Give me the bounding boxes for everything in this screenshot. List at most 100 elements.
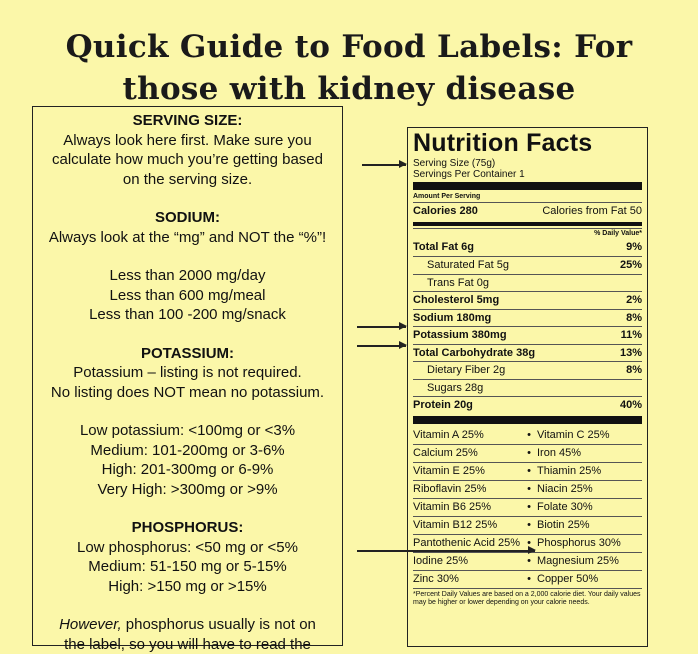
vitamin-left: Zinc 30% <box>413 573 521 585</box>
nutrient-row: Protein 20g 40% <box>413 396 642 414</box>
nutrient-value: 25% <box>620 259 642 271</box>
phosphorus-heading: PHOSPHORUS: <box>33 518 342 538</box>
phosphorus-note-italic: However, <box>59 616 122 633</box>
amount-per-serving: Amount Per Serving <box>413 192 642 202</box>
bullet-icon: • <box>521 501 537 513</box>
vitamin-row: Iodine 25%•Magnesium 25% <box>413 552 642 570</box>
daily-value-header: % Daily Value* <box>413 228 642 239</box>
nutrient-label: Sodium 180mg <box>413 312 491 324</box>
potassium-heading: POTASSIUM: <box>33 344 342 364</box>
title-line-2: those with kidney disease <box>0 68 698 110</box>
divider-medium <box>413 222 642 226</box>
serving-text: calculate how much you’re getting based <box>33 150 342 170</box>
vitamin-row: Vitamin E 25%•Thiamin 25% <box>413 462 642 480</box>
nutrient-row: Total Carbohydrate 38g 13% <box>413 344 642 362</box>
bullet-icon: • <box>521 429 537 441</box>
calories: Calories 280 <box>413 205 478 217</box>
nutrient-label: Total Fat 6g <box>413 241 474 253</box>
nutrient-row: Sugars 28g <box>413 379 642 397</box>
vitamin-right: Thiamin 25% <box>537 465 642 477</box>
nutrient-label: Protein 20g <box>413 399 473 411</box>
vitamin-right: Iron 45% <box>537 447 642 459</box>
sodium-heading: SODIUM: <box>33 208 342 228</box>
vitamin-left: Vitamin B6 25% <box>413 501 521 513</box>
vitamin-right: Folate 30% <box>537 501 642 513</box>
phosphorus-level: Low phosphorus: <50 mg or <5% <box>33 538 342 558</box>
vitamin-row: Vitamin A 25%•Vitamin C 25% <box>413 426 642 444</box>
nutrient-row: Saturated Fat 5g 25% <box>413 256 642 274</box>
footnote: *Percent Daily Values are based on a 2,0… <box>413 588 642 607</box>
vitamin-row: Zinc 30%•Copper 50% <box>413 570 642 588</box>
bullet-icon: • <box>521 465 537 477</box>
nutrient-label: Dietary Fiber 2g <box>427 364 505 376</box>
calories-from-fat: Calories from Fat 50 <box>542 205 642 217</box>
potassium-level: High: 201-300mg or 6-9% <box>33 460 342 480</box>
phosphorus-note-line2: the label, so you will have to read the <box>33 635 342 654</box>
nutrient-row: Potassium 380mg 11% <box>413 326 642 344</box>
nutrient-label: Saturated Fat 5g <box>427 259 509 271</box>
vitamin-left: Vitamin E 25% <box>413 465 521 477</box>
nutrient-value: 13% <box>620 347 642 359</box>
vitamin-row: Vitamin B12 25%•Biotin 25% <box>413 516 642 534</box>
divider-thick <box>413 182 642 190</box>
vitamin-right: Copper 50% <box>537 573 642 585</box>
nutrition-facts-title: Nutrition Facts <box>413 128 642 158</box>
calories-row: Calories 280 Calories from Fat 50 <box>413 202 642 220</box>
sodium-limit: Less than 2000 mg/day <box>33 266 342 286</box>
vitamin-rows: Vitamin A 25%•Vitamin C 25%Calcium 25%•I… <box>413 426 642 588</box>
sodium-limit: Less than 100 -200 mg/snack <box>33 305 342 325</box>
nutrient-label: Potassium 380mg <box>413 329 507 341</box>
vitamin-row: Vitamin B6 25%•Folate 30% <box>413 498 642 516</box>
nutrient-row: Trans Fat 0g <box>413 274 642 292</box>
nutrient-label: Total Carbohydrate 38g <box>413 347 535 359</box>
vitamin-left: Vitamin A 25% <box>413 429 521 441</box>
nutrient-value: 9% <box>626 241 642 253</box>
vitamin-row: Calcium 25%•Iron 45% <box>413 444 642 462</box>
vitamin-right: Biotin 25% <box>537 519 642 531</box>
page-title: Quick Guide to Food Labels: For those wi… <box>0 26 698 110</box>
nutrient-value: 8% <box>626 364 642 376</box>
bullet-icon: • <box>521 447 537 459</box>
arrow-sodium <box>357 326 406 328</box>
phosphorus-note: However, phosphorus usually is not on <box>33 615 342 635</box>
potassium-text: No listing does NOT mean no potassium. <box>33 383 342 403</box>
arrow-serving <box>362 164 406 166</box>
sodium-intro: Always look at the “mg” and NOT the “%”! <box>33 228 342 248</box>
vitamin-row: Riboflavin 25%•Niacin 25% <box>413 480 642 498</box>
vitamin-right: Phosphorus 30% <box>537 537 642 549</box>
phosphorus-note-rest: phosphorus usually is not on <box>122 616 316 633</box>
vitamin-left: Vitamin B12 25% <box>413 519 521 531</box>
guide-box: SERVING SIZE: Always look here first. Ma… <box>32 106 343 646</box>
nutrient-row: Dietary Fiber 2g 8% <box>413 361 642 379</box>
bullet-icon: • <box>521 519 537 531</box>
phosphorus-level: Medium: 51-150 mg or 5-15% <box>33 557 342 577</box>
vitamin-left: Pantothenic Acid 25% <box>413 537 521 549</box>
vitamin-right: Magnesium 25% <box>537 555 642 567</box>
nutrient-label: Cholesterol 5mg <box>413 294 499 306</box>
phosphorus-level: High: >150 mg or >15% <box>33 577 342 597</box>
serving-text: Always look here first. Make sure you <box>33 131 342 151</box>
potassium-level: Low potassium: <100mg or <3% <box>33 421 342 441</box>
title-line-1: Quick Guide to Food Labels: For <box>0 26 698 68</box>
vitamin-left: Calcium 25% <box>413 447 521 459</box>
bullet-icon: • <box>521 573 537 585</box>
nutrient-value: 40% <box>620 399 642 411</box>
nutrient-rows: Total Fat 6g 9% Saturated Fat 5g 25% Trans F… <box>413 239 642 414</box>
divider-thick <box>413 416 642 424</box>
potassium-level: Very High: >300mg or >9% <box>33 480 342 500</box>
nutrient-label: Sugars 28g <box>427 382 483 394</box>
vitamin-right: Vitamin C 25% <box>537 429 642 441</box>
serving-size: Serving Size (75g) <box>413 158 642 169</box>
arrow-potassium <box>357 345 406 347</box>
nutrition-facts-panel: Nutrition Facts Serving Size (75g) Servi… <box>407 127 648 647</box>
bullet-icon: • <box>521 555 537 567</box>
nutrient-value: 11% <box>621 329 642 341</box>
nutrient-row: Total Fat 6g 9% <box>413 239 642 257</box>
sodium-limit: Less than 600 mg/meal <box>33 286 342 306</box>
vitamin-right: Niacin 25% <box>537 483 642 495</box>
vitamin-left: Riboflavin 25% <box>413 483 521 495</box>
serving-text: on the serving size. <box>33 170 342 190</box>
vitamin-left: Iodine 25% <box>413 555 521 567</box>
